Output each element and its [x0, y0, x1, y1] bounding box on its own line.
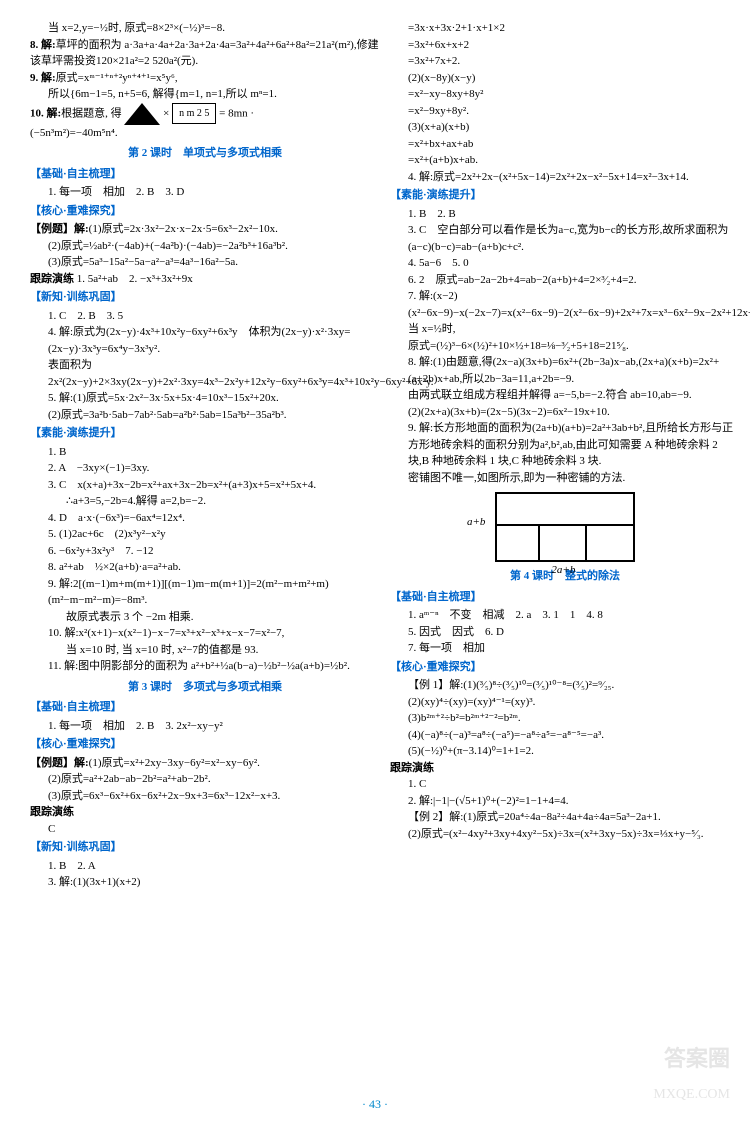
li4-3: (3)b²ᵐ⁺²÷b²=b²ᵐ⁺²⁻²=b²ᵐ. — [408, 710, 740, 727]
gz4: 跟踪演练 — [390, 760, 740, 777]
sn2-l1: 1. B 2. B — [408, 206, 740, 223]
sn2-l8c: (2)(2x+a)(3x+b)=(2x−5)(3x−2)=6x²−19x+10. — [408, 404, 740, 421]
q8: 8. 解:草坪的面积为 a·3a+a·4a+2a·3a+2a·4a=3a²+4a… — [30, 37, 380, 70]
square-box: n m 2 5 — [172, 103, 216, 124]
sn2-l8b: 由两式联立组成方程组并解得 a=−5,b=−2.符合 ab=10,ab=−9. — [408, 387, 740, 404]
heading-hexin3: 【核心·重难探究】 — [30, 736, 380, 753]
watermark-url: MXQE.COM — [653, 1084, 730, 1105]
sn-l2: 2. A −3xy×(−1)=3xy. — [48, 460, 380, 477]
jichu-line1: 1. 每一项 相加 2. B 3. D — [48, 184, 380, 201]
liti3: 【例题】解:(1)原式=x²+2xy−3xy−6y²=x²−xy−6y². — [30, 755, 380, 772]
r9: =x²+(a+b)x+ab. — [408, 152, 740, 169]
q9-cont: 所以{6m−1=5, n+5=6, 解得{m=1, n=1,所以 mⁿ=1. — [48, 86, 380, 103]
sn-l10: 10. 解:x²(x+1)−x(x²−1)−x−7=x³+x²−x³+x−x−7… — [48, 625, 380, 642]
heading-suneng: 【素能·演练提升】 — [30, 425, 380, 442]
sn2-l9: 9. 解:长方形地面的面积为(2a+b)(a+b)=2a²+3ab+b²,且所给… — [408, 420, 740, 470]
li4-5: (5)(−½)⁰+(π−3.14)⁰=1+1=2. — [408, 743, 740, 760]
liti-2: (2)原式=½ab²·(−4ab)+(−4a²b)·(−4ab)=−2a²b³+… — [48, 238, 380, 255]
sn2-l7: 7. 解:(x−2)(x²−6x−9)−x(−2x−7)=x(x²−6x−9)−… — [408, 288, 740, 321]
sn2-l7b: 当 x=½时, — [408, 321, 740, 338]
sn-l10b: 当 x=10 时, 当 x=10 时, x²−7的值都是 93. — [66, 642, 380, 659]
liti3-3: (3)原式=6x³−6x²+6x−6x²+2x−9x+3=6x³−12x²−x+… — [48, 788, 380, 805]
sn-l8: 8. a²+ab ½×2(a+b)·a=a²+ab. — [48, 559, 380, 576]
xz-surf: 表面积为 2x²(2x−y)+2×3xy(2x−y)+2x²·3xy=4x³−2… — [48, 357, 380, 390]
heading-hexin4: 【核心·重难探究】 — [390, 659, 740, 676]
xz-l5b: (2)原式=3a²b·5ab−7ab²·5ab=a²b²·5ab=15a³b²−… — [48, 407, 380, 424]
q10-cont: (−5n³m²)=−40m⁵n⁴. — [30, 125, 380, 142]
watermark-main: 答案圈 — [664, 1042, 730, 1075]
gz3: 跟踪演练 — [30, 804, 380, 821]
sn-l9: 9. 解:2[(m−1)m+m(m+1)][(m−1)m−m(m+1)]=2(m… — [48, 576, 380, 609]
q10: 10. 解:根据题意, 得 × n m 2 5 = 8mn · — [30, 103, 380, 125]
r2: =3x²+6x+x+2 — [408, 37, 740, 54]
heading-suneng2: 【素能·演练提升】 — [390, 187, 740, 204]
r6: =x²−9xy+8y². — [408, 103, 740, 120]
sn2-l3: 3. C 空白部分可以看作是长为a−c,宽为b−c的长方形,故所求面积为(a−c… — [408, 222, 740, 255]
diagram-label-bottom: 2a+b — [551, 562, 575, 579]
heading-hexin: 【核心·重难探究】 — [30, 203, 380, 220]
line-1: 当 x=2,y=−½时, 原式=8×2³×(−½)³=−8. — [48, 20, 380, 37]
diagram-label-top: a+b — [467, 514, 485, 531]
gzyl: 跟踪演练 1. 5a²+ab 2. −x³+3x²+9x — [30, 271, 380, 288]
li4-2: (2)(xy)⁴÷(xy)=(xy)⁴⁻¹=(xy)³. — [408, 694, 740, 711]
sn2-l4: 4. 5a−6 5. 0 — [408, 255, 740, 272]
tiling-diagram: a+b 2a+b — [495, 492, 635, 562]
sn2-l8: 8. 解:(1)由题意,得(2x−a)(3x+b)=6x²+(2b−3a)x−a… — [408, 354, 740, 387]
li4-1: 【例 1】解:(1)(³⁄₅)⁸÷(³⁄₅)¹⁰=(³⁄₅)¹⁰⁻⁸=(³⁄₅)… — [408, 677, 740, 694]
sn-l5: 5. (1)2ac+6c (2)x³y²−x²y — [48, 526, 380, 543]
r5: =x²−xy−8xy+8y² — [408, 86, 740, 103]
q9: 9. 解:原式=xᵐ⁻¹⁺ⁿ⁺²yⁿ⁺⁴⁺¹=x⁵y⁶, — [30, 70, 380, 87]
xz-l1: 1. C 2. B 3. 5 — [48, 308, 380, 325]
heading-xinzhi: 【新知·训练巩固】 — [30, 289, 380, 306]
li4-ex2b: (2)原式=(x²−4xy²+3xy+4xy²−5x)÷3x=(x²+3xy−5… — [408, 826, 740, 843]
heading-jichu: 【基础·自主梳理】 — [30, 166, 380, 183]
r4: (2)(x−8y)(x−y) — [408, 70, 740, 87]
gz4-l2: 2. 解:|−1|−(√5+1)⁰+(−2)²=1−1+4=4. — [408, 793, 740, 810]
sn-l3b: ∴a+3=5,−2b=4.解得 a=2,b=−2. — [66, 493, 380, 510]
xz3-l1: 1. B 2. A — [48, 858, 380, 875]
r3: =3x²+7x+2. — [408, 53, 740, 70]
j4-l5: 5. 因式 因式 6. D — [408, 624, 740, 641]
sn-l1: 1. B — [48, 444, 380, 461]
sn-l4: 4. D a·x·(−6x³)=−6ax⁴=12x⁴. — [48, 510, 380, 527]
rq4: 4. 解:原式=2x²+2x−(x²+5x−14)=2x²+2x−x²−5x+1… — [408, 169, 740, 186]
j4-l1: 1. aᵐ⁻ⁿ 不变 相减 2. a 3. 1 1 4. 8 — [408, 607, 740, 624]
liti-3: (3)原式=5a³−15a²−5a−a²−a³=4a³−16a²−5a. — [48, 254, 380, 271]
r7: (3)(x+a)(x+b) — [408, 119, 740, 136]
r8: =x²+bx+ax+ab — [408, 136, 740, 153]
xz-l5: 5. 解:(1)原式=5x·2x²−3x·5x+5x·4=10x³−15x²+2… — [48, 390, 380, 407]
j3-l1: 1. 每一项 相加 2. B 3. 2x²−xy−y² — [48, 718, 380, 735]
sn2-l7c: 原式=(½)³−6×(½)²+10×½+18=⅛−³⁄₂+5+18=21⁵⁄₈. — [408, 338, 740, 355]
page-number: · 43 · — [0, 1095, 750, 1113]
section3-title: 第 3 课时 多项式与多项式相乘 — [30, 679, 380, 696]
r1: =3x·x+3x·2+1·x+1×2 — [408, 20, 740, 37]
liti: 【例题】解:(1)原式=2x·3x²−2x·x−2x·5=6x³−2x²−10x… — [30, 221, 380, 238]
heading-jichu4: 【基础·自主梳理】 — [390, 589, 740, 606]
sn2-l9b: 密铺图不唯一,如图所示,即为一种密铺的方法. — [408, 470, 740, 487]
sn2-l6: 6. 2 原式=ab−2a−2b+4=ab−2(a+b)+4=2×³⁄₂+4=2… — [408, 272, 740, 289]
gz3-body: C — [48, 821, 380, 838]
sn-l11: 11. 解:图中阴影部分的面积为 a²+b²+½a(b−a)−½b²−½a(a+… — [48, 658, 380, 675]
li4-4: (4)(−a)⁸÷(−a)³=a⁸÷(−a⁵)=−a⁸÷a⁵=−a⁸⁻⁵=−a³… — [408, 727, 740, 744]
section2-title: 第 2 课时 单项式与多项式相乘 — [30, 145, 380, 162]
li4-ex2: 【例 2】解:(1)原式=20a⁴÷4a−8a²÷4a+4a÷4a=5a³−2a… — [408, 809, 740, 826]
sn-l9b: 故原式表示 3 个 −2m 相乘. — [66, 609, 380, 626]
heading-jichu3: 【基础·自主梳理】 — [30, 699, 380, 716]
xz3-l3: 3. 解:(1)(3x+1)(x+2) — [48, 874, 380, 891]
sn-l3: 3. C x(x+a)+3x−2b=x²+ax+3x−2b=x²+(a+3)x+… — [48, 477, 380, 494]
triangle-icon — [124, 103, 160, 125]
heading-xinzhi3: 【新知·训练巩固】 — [30, 839, 380, 856]
xz-l4: 4. 解:原式为(2x−y)·4x³+10x²y−6xy²+6x³y 体积为(2… — [48, 324, 380, 357]
gz4-l1: 1. C — [408, 776, 740, 793]
j4-l7: 7. 每一项 相加 — [408, 640, 740, 657]
sn-l6: 6. −6x²y+3x²y³ 7. −12 — [48, 543, 380, 560]
liti3-2: (2)原式=a²+2ab−ab−2b²=a²+ab−2b². — [48, 771, 380, 788]
